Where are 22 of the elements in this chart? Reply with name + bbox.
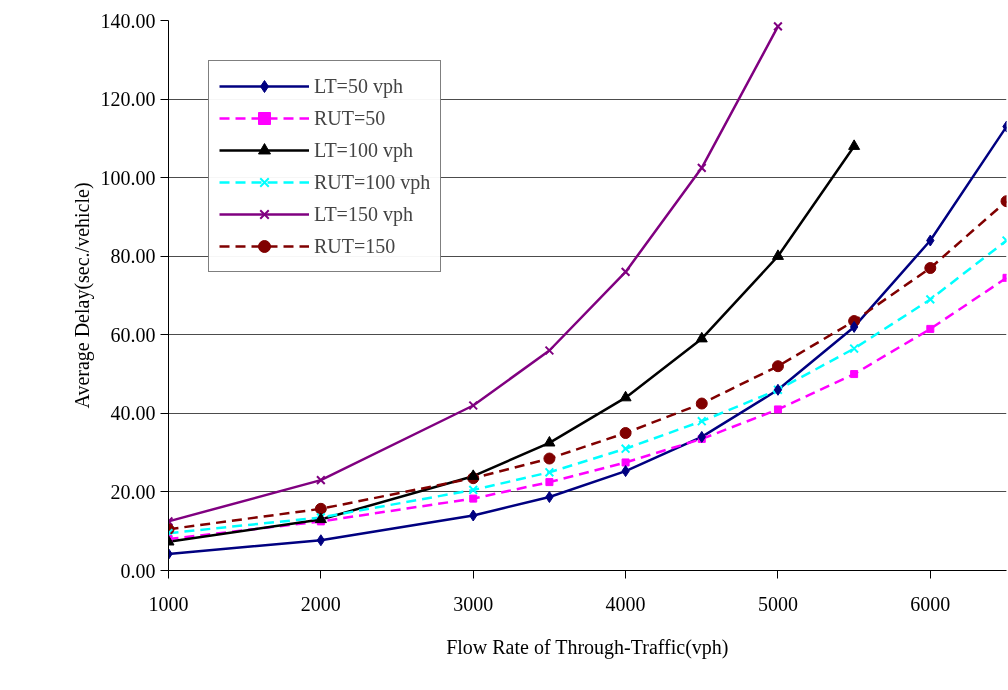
x-tick-label: 4000 <box>605 592 646 615</box>
y-tick-label: 80.00 <box>110 245 156 268</box>
legend-label: RUT=100 vph <box>314 169 431 196</box>
legend-label: LT=150 vph <box>314 201 413 228</box>
legend-label: LT=50 vph <box>314 73 403 100</box>
y-axis-title: Average Delay(sec./vehicle) <box>70 182 94 409</box>
x-tick-label: 6000 <box>910 592 951 615</box>
y-tick-label: 40.00 <box>110 402 156 425</box>
x-tick-label: 3000 <box>453 592 494 615</box>
y-tick-label: 140.00 <box>100 9 156 32</box>
x-tick-label: 2000 <box>300 592 341 615</box>
y-tick-label: 60.00 <box>110 323 156 346</box>
y-tick-label: 100.00 <box>100 166 156 189</box>
legend-label: RUT=50 <box>314 105 386 131</box>
y-tick-label: 120.00 <box>100 88 156 111</box>
legend-label: LT=100 vph <box>314 137 413 164</box>
x-tick-label: 1000 <box>148 592 189 615</box>
legend-label: RUT=150 <box>314 233 396 259</box>
y-tick-label: 0.00 <box>120 559 156 582</box>
x-axis-title: Flow Rate of Through-Traffic(vph) <box>446 635 729 659</box>
x-tick-label: 5000 <box>757 592 798 615</box>
y-tick-label: 20.00 <box>110 480 156 503</box>
